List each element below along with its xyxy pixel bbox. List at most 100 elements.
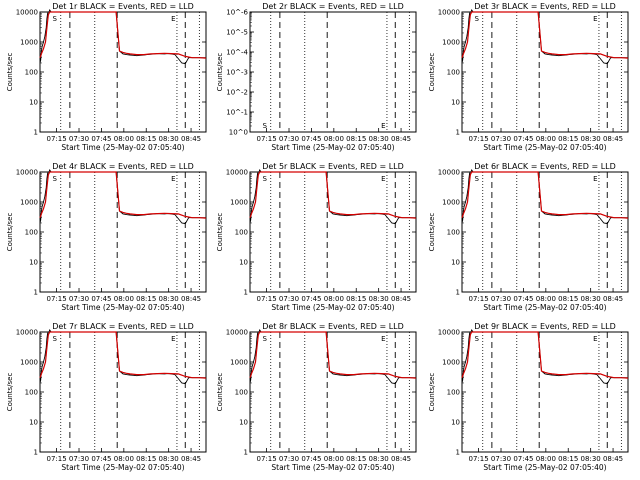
x-tick-label: 08:15 xyxy=(558,135,578,143)
y-tick-label: 10^-4 xyxy=(226,49,248,57)
x-tick-label: 07:45 xyxy=(301,295,321,303)
x-tick-label: 07:15 xyxy=(257,455,277,463)
panel-det-1: Det 1r BLACK = Events, RED = LLD 1 10 100 10… xyxy=(6,2,207,152)
x-tick-label: 08:30 xyxy=(581,455,601,463)
y-tick-label: 1 xyxy=(34,449,38,457)
y-tick-label: 100 xyxy=(235,389,248,397)
y-tick-label: 10^-5 xyxy=(226,29,248,37)
panel-det-5: Det 5r BLACK = Events, RED = LLD 1 10 100 10… xyxy=(216,162,417,312)
x-tick-label: 07:15 xyxy=(47,455,67,463)
y-tick-label: 10000 xyxy=(438,9,460,17)
end-marker-label: E xyxy=(381,175,385,183)
x-tick-label: 08:15 xyxy=(136,295,156,303)
events-series-line xyxy=(39,9,206,65)
x-tick-label: 07:30 xyxy=(69,455,89,463)
x-tick-label: 07:45 xyxy=(91,295,111,303)
x-tick-label: 07:30 xyxy=(279,455,299,463)
y-tick-label: 1000 xyxy=(20,199,38,207)
x-tick-label: 07:45 xyxy=(301,135,321,143)
panel-title: Det 1r BLACK = Events, RED = LLD xyxy=(52,2,194,11)
panel-det-8: Det 8r BLACK = Events, RED = LLD 1 10 100 10… xyxy=(216,322,417,472)
panel-title: Det 6r BLACK = Events, RED = LLD xyxy=(474,162,616,171)
x-tick-label: 08:30 xyxy=(159,135,179,143)
x-tick-label: 07:15 xyxy=(47,135,67,143)
panel-title: Det 3r BLACK = Events, RED = LLD xyxy=(474,2,616,11)
x-tick-label: 08:15 xyxy=(558,295,578,303)
y-tick-label: 10 xyxy=(239,259,248,267)
y-tick-label: 1000 xyxy=(230,199,248,207)
start-marker-label: S xyxy=(474,15,479,23)
y-tick-label: 1 xyxy=(456,289,460,297)
y-tick-label: 1000 xyxy=(20,39,38,47)
y-tick-label: 10^-2 xyxy=(226,89,248,97)
panel-det-7: Det 7r BLACK = Events, RED = LLD 1 10 100 10… xyxy=(6,322,207,472)
x-tick-label: 08:15 xyxy=(136,455,156,463)
x-tick-label: 08:30 xyxy=(581,295,601,303)
x-tick-label: 07:30 xyxy=(69,295,89,303)
x-axis-label: Start Time (25-May-02 07:05:40) xyxy=(271,303,394,312)
x-tick-label: 08:45 xyxy=(391,455,411,463)
end-marker-label: E xyxy=(593,15,597,23)
end-marker-label: E xyxy=(593,175,597,183)
events-series-line xyxy=(461,9,628,65)
x-tick-label: 08:30 xyxy=(159,455,179,463)
x-tick-label: 08:00 xyxy=(536,295,556,303)
x-axis-label: Start Time (25-May-02 07:05:40) xyxy=(271,463,394,472)
y-tick-label: 10 xyxy=(451,99,460,107)
y-axis-label: Counts/sec xyxy=(216,373,224,412)
y-tick-label: 100 xyxy=(447,229,460,237)
x-tick-label: 07:15 xyxy=(469,135,489,143)
x-tick-label: 08:00 xyxy=(324,455,344,463)
start-marker-label: S xyxy=(52,15,57,23)
y-tick-label: 10 xyxy=(29,259,38,267)
x-tick-label: 07:30 xyxy=(491,295,511,303)
x-tick-label: 07:45 xyxy=(513,295,533,303)
plot-frame xyxy=(39,11,207,133)
x-tick-label: 08:30 xyxy=(369,455,389,463)
plot-frame xyxy=(249,171,417,293)
x-tick-label: 08:45 xyxy=(391,135,411,143)
x-tick-label: 08:00 xyxy=(114,295,134,303)
end-marker-label: E xyxy=(171,175,175,183)
end-marker-label: E xyxy=(381,335,385,343)
y-tick-label: 1 xyxy=(34,129,38,137)
x-axis-label: Start Time (25-May-02 07:05:40) xyxy=(483,303,606,312)
lld-series-line xyxy=(39,171,207,219)
panel-title: Det 8r BLACK = Events, RED = LLD xyxy=(262,322,404,331)
x-tick-label: 08:45 xyxy=(181,295,201,303)
x-tick-label: 08:00 xyxy=(114,135,134,143)
y-tick-label: 1 xyxy=(456,129,460,137)
y-axis-label: Counts/sec xyxy=(216,53,224,92)
x-tick-label: 08:45 xyxy=(603,295,623,303)
y-tick-label: 10000 xyxy=(16,329,38,337)
y-tick-label: 100 xyxy=(447,69,460,77)
x-tick-label: 07:15 xyxy=(469,295,489,303)
y-tick-label: 10000 xyxy=(16,9,38,17)
x-tick-label: 07:45 xyxy=(301,455,321,463)
y-tick-label: 10 xyxy=(451,259,460,267)
panel-title: Det 5r BLACK = Events, RED = LLD xyxy=(262,162,404,171)
x-tick-label: 08:30 xyxy=(581,135,601,143)
panel-det-6: Det 6r BLACK = Events, RED = LLD 1 10 100 10… xyxy=(428,162,629,312)
lld-series-line xyxy=(461,331,629,379)
lld-series-line xyxy=(461,171,629,219)
x-axis-label: Start Time (25-May-02 07:05:40) xyxy=(483,143,606,152)
y-axis-label: Counts/sec xyxy=(216,213,224,252)
x-tick-label: 08:15 xyxy=(558,455,578,463)
y-tick-label: 10000 xyxy=(16,169,38,177)
x-tick-label: 08:00 xyxy=(114,455,134,463)
y-axis-label: Counts/sec xyxy=(428,373,436,412)
x-tick-label: 07:15 xyxy=(47,295,67,303)
y-tick-label: 100 xyxy=(25,389,38,397)
start-marker-label: S xyxy=(474,175,479,183)
y-tick-label: 100 xyxy=(447,389,460,397)
plot-frame xyxy=(461,11,629,133)
start-marker-label: S xyxy=(474,335,479,343)
panel-det-3: Det 3r BLACK = Events, RED = LLD 1 10 100 10… xyxy=(428,2,629,152)
end-marker-label: E xyxy=(171,15,175,23)
x-tick-label: 07:30 xyxy=(279,135,299,143)
y-tick-label: 10 xyxy=(29,99,38,107)
x-tick-label: 07:15 xyxy=(257,295,277,303)
y-tick-label: 100 xyxy=(25,229,38,237)
lld-series-line xyxy=(249,171,417,219)
